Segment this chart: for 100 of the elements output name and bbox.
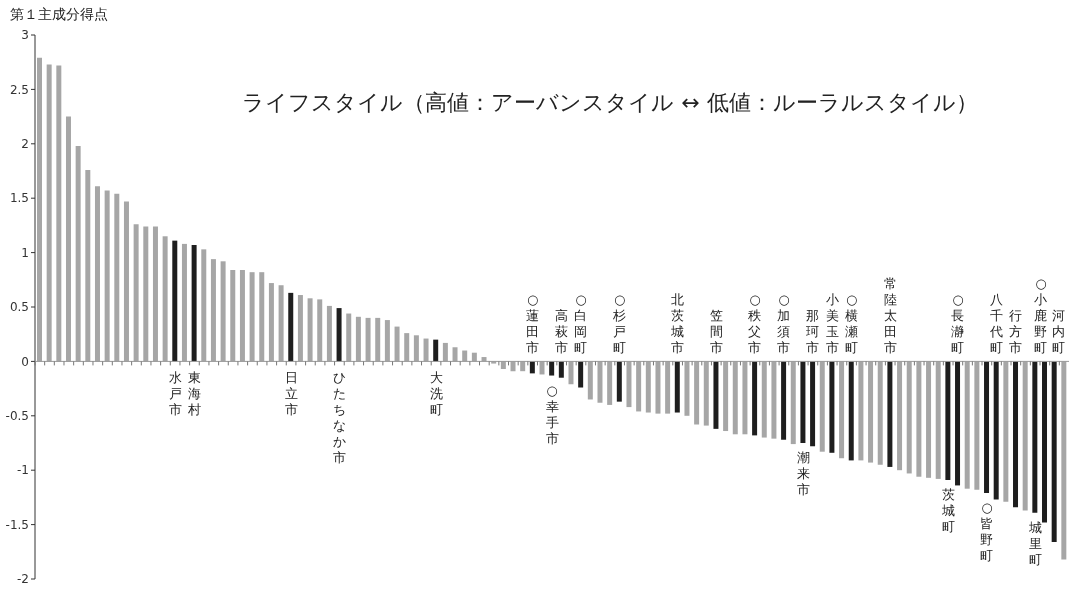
- x-tick-label: ○皆野町: [980, 500, 994, 564]
- y-tick-label: 2.5: [9, 82, 29, 97]
- y-tick-label: -0.5: [5, 409, 29, 424]
- bar: [732, 361, 738, 435]
- bar: [964, 361, 970, 489]
- x-tick-label: ○横瀬町: [845, 292, 859, 356]
- bar: [510, 361, 516, 372]
- y-tick-label: 2: [21, 137, 29, 152]
- bar: [684, 361, 690, 416]
- x-tick-label: ○小鹿野町: [1034, 276, 1048, 356]
- bar: [974, 361, 980, 490]
- bar: [636, 361, 642, 412]
- x-tick-label: 高萩市: [555, 308, 569, 356]
- bar: [694, 361, 700, 425]
- bar: [1003, 361, 1009, 502]
- y-tick-label: -2: [17, 572, 29, 587]
- x-tick-label: 行方市: [1009, 308, 1023, 356]
- bar: [56, 65, 62, 362]
- bar: [645, 361, 651, 413]
- bar: [210, 259, 216, 362]
- x-tick-label: ○長瀞町: [951, 292, 965, 356]
- x-tick-label: ひたちなか市: [332, 370, 346, 466]
- bar: [945, 361, 951, 480]
- bar: [423, 338, 429, 362]
- bar: [529, 361, 535, 374]
- bar: [868, 361, 874, 463]
- bar: [433, 339, 439, 362]
- bar: [558, 361, 564, 378]
- bar: [723, 361, 729, 432]
- x-tick-label: 那珂市: [806, 308, 820, 356]
- bar: [916, 361, 922, 477]
- bar: [452, 347, 458, 362]
- bar: [1061, 361, 1067, 560]
- bar: [926, 361, 932, 478]
- bar: [230, 270, 236, 362]
- y-tick-label: -1.5: [5, 517, 29, 532]
- x-tick-label: ○秩父市: [748, 292, 762, 356]
- bar: [935, 361, 941, 479]
- bar: [839, 361, 845, 459]
- bar: [607, 361, 613, 405]
- y-tick-label: -1: [17, 463, 29, 478]
- bar: [858, 361, 864, 461]
- bar: [713, 361, 719, 429]
- bar: [46, 64, 52, 362]
- bar: [1051, 361, 1057, 543]
- bar: [143, 226, 149, 362]
- bar: [752, 361, 758, 436]
- x-tick-label: 常陸太田市: [883, 276, 897, 356]
- bar: [172, 240, 178, 362]
- bar: [626, 361, 632, 408]
- bar: [539, 361, 545, 375]
- bar: [278, 285, 284, 362]
- bar: [674, 361, 680, 413]
- text: ライフスタイル（高値：アーバンスタイル ↔ 低値：ルーラルスタイル）: [241, 89, 979, 117]
- bar: [897, 361, 903, 471]
- bar: [181, 243, 187, 362]
- bar: [365, 317, 371, 362]
- bar: [781, 361, 787, 440]
- bar: [123, 201, 129, 362]
- bar: [191, 244, 197, 362]
- bar: [587, 361, 593, 400]
- bar: [37, 57, 42, 362]
- bar: [481, 357, 487, 362]
- x-tick-label: 水戸市: [168, 370, 182, 418]
- x-tick-label: ○幸手市: [545, 382, 559, 446]
- bar: [220, 261, 226, 362]
- bar: [239, 270, 245, 362]
- bar: [326, 305, 332, 362]
- bar: [955, 361, 961, 486]
- y-tick-label: 0.5: [9, 300, 29, 315]
- bar: [578, 361, 584, 388]
- bar: [742, 361, 748, 435]
- x-tick-label: 小美玉市: [825, 292, 839, 356]
- bar: [819, 361, 825, 452]
- bar: [771, 361, 777, 439]
- x-tick-label: 潮来市: [796, 450, 810, 497]
- bar: [597, 361, 603, 403]
- x-tick-label: 河内町: [1052, 308, 1065, 356]
- bar: [404, 333, 410, 362]
- bar: [355, 316, 361, 362]
- bar: [65, 116, 71, 362]
- bar: [906, 361, 912, 474]
- bar: [616, 361, 622, 402]
- y-tick-label: 1: [21, 245, 29, 260]
- bar: [500, 361, 506, 370]
- y-tick-label: 3: [21, 28, 29, 43]
- bar: [413, 335, 419, 362]
- bar: [442, 342, 448, 362]
- bar: [520, 361, 526, 372]
- bar: [800, 361, 806, 443]
- bar: [259, 272, 265, 362]
- bar: [152, 226, 158, 362]
- bar: [655, 361, 661, 414]
- bar: [346, 313, 352, 362]
- bar: [810, 361, 816, 447]
- bar: [288, 292, 294, 362]
- x-tick-label: 城里町: [1027, 519, 1042, 567]
- bar: [307, 298, 313, 362]
- bar: [1042, 361, 1048, 523]
- x-tick-label: 大洗町: [429, 370, 443, 418]
